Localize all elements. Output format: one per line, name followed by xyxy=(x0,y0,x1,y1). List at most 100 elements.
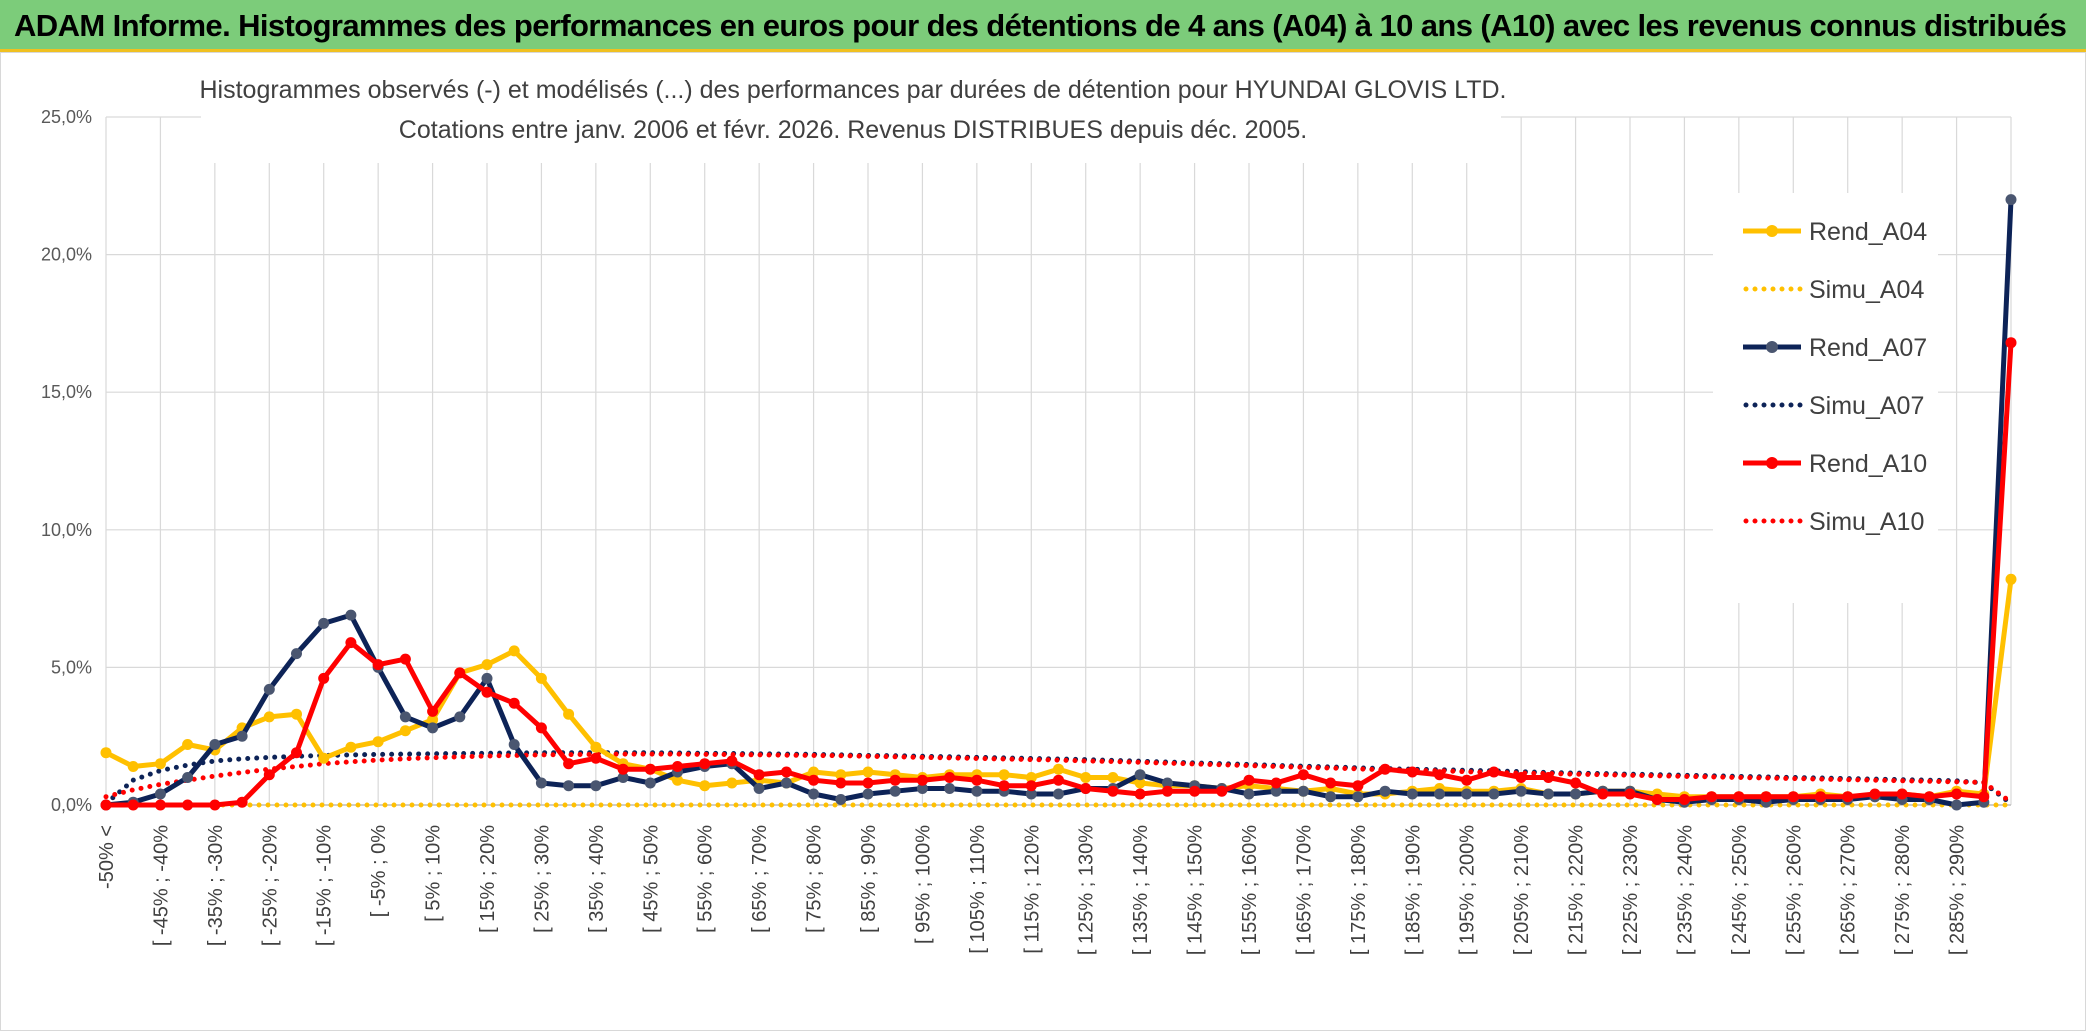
data-point-rend-a10 xyxy=(1080,783,1092,794)
data-point-rend-a04 xyxy=(726,777,738,789)
data-point-rend-a10 xyxy=(1515,772,1527,783)
data-point-rend-a04 xyxy=(127,761,139,772)
data-point-rend-a10 xyxy=(998,780,1010,792)
data-point-rend-a10 xyxy=(1107,785,1119,797)
data-point-rend-a10 xyxy=(100,799,112,811)
data-point-rend-a10 xyxy=(1161,785,1173,797)
data-point-rend-a07 xyxy=(1406,788,1418,800)
legend-label: Rend_A04 xyxy=(1809,218,1927,246)
x-tick-label: [ 15% ; 20% xyxy=(477,825,499,933)
data-point-rend-a04 xyxy=(1134,777,1146,789)
data-point-rend-a07 xyxy=(1488,788,1500,800)
legend-label: Simu_A04 xyxy=(1809,276,1924,304)
x-tick-label: [ -25% ; -20% xyxy=(259,825,281,946)
data-point-rend-a07 xyxy=(2005,194,2017,206)
data-point-rend-a10 xyxy=(154,799,166,811)
data-point-rend-a10 xyxy=(263,769,275,781)
header-bar: ADAM Informe. Histogrammes des performan… xyxy=(0,0,2086,52)
data-point-rend-a04 xyxy=(2005,573,2017,585)
data-point-rend-a04 xyxy=(481,659,493,671)
data-point-rend-a10 xyxy=(1678,794,1690,805)
data-point-rend-a10 xyxy=(1025,780,1037,792)
data-point-rend-a10 xyxy=(1597,788,1609,800)
legend-marker xyxy=(1766,341,1778,353)
data-point-rend-a10 xyxy=(1270,777,1282,789)
data-point-rend-a07 xyxy=(1352,791,1364,803)
y-tick-label: 15,0% xyxy=(41,382,92,402)
y-tick-label: 25,0% xyxy=(41,107,92,127)
data-point-rend-a10 xyxy=(644,763,656,775)
x-tick-label: [ 195% ; 200% xyxy=(1457,825,1479,955)
x-tick-label: [ 55% ; 60% xyxy=(695,825,717,933)
chart-subtitle: Cotations entre janv. 2006 et févr. 2026… xyxy=(399,116,1307,144)
data-point-rend-a10 xyxy=(1815,791,1826,803)
data-point-rend-a04 xyxy=(508,645,520,657)
data-point-rend-a10 xyxy=(753,769,765,781)
x-tick-label: [ 285% ; 290% xyxy=(1947,825,1969,955)
data-point-rend-a10 xyxy=(699,758,711,770)
data-point-rend-a10 xyxy=(726,755,738,767)
data-point-rend-a10 xyxy=(1842,791,1854,803)
data-point-rend-a04 xyxy=(291,708,302,720)
data-point-rend-a07 xyxy=(916,783,928,794)
data-point-rend-a10 xyxy=(1134,788,1146,800)
data-point-rend-a07 xyxy=(1570,788,1582,800)
data-point-rend-a04 xyxy=(427,714,439,726)
x-tick-label: [ 95% ; 100% xyxy=(912,825,934,944)
data-point-rend-a07 xyxy=(182,772,194,783)
data-point-rend-a10 xyxy=(291,747,302,759)
data-point-rend-a10 xyxy=(780,766,792,778)
data-point-rend-a07 xyxy=(1515,785,1527,797)
data-point-rend-a04 xyxy=(590,741,602,753)
x-tick-label: [ -45% ; -40% xyxy=(150,825,172,946)
data-point-rend-a10 xyxy=(1896,788,1908,800)
data-point-rend-a10 xyxy=(427,705,439,717)
data-point-rend-a10 xyxy=(971,774,983,786)
x-tick-label: [ 25% ; 30% xyxy=(531,825,553,933)
data-point-rend-a10 xyxy=(1733,791,1745,803)
data-point-rend-a10 xyxy=(318,672,330,684)
x-tick-label: [ 115% ; 120% xyxy=(1021,825,1043,954)
data-point-rend-a10 xyxy=(2005,337,2017,349)
x-tick-label: [ 245% ; 250% xyxy=(1729,825,1751,955)
data-point-rend-a10 xyxy=(481,686,493,698)
data-point-rend-a10 xyxy=(808,774,820,786)
x-tick-label: [ 215% ; 220% xyxy=(1566,825,1588,955)
data-point-rend-a07 xyxy=(318,617,330,629)
data-point-rend-a10 xyxy=(1189,785,1201,797)
data-point-rend-a10 xyxy=(672,761,683,772)
chart-title: Histogrammes observés (-) et modélisés (… xyxy=(200,76,1507,104)
data-point-rend-a10 xyxy=(1216,785,1228,797)
x-tick-label: [ 175% ; 180% xyxy=(1348,825,1370,955)
data-point-rend-a07 xyxy=(399,711,411,723)
legend-background xyxy=(1713,193,1938,603)
data-point-rend-a10 xyxy=(1787,791,1799,803)
data-point-rend-a07 xyxy=(862,788,874,800)
data-point-rend-a04 xyxy=(699,780,711,792)
data-point-rend-a07 xyxy=(209,739,221,750)
data-point-rend-a07 xyxy=(1379,785,1391,797)
data-point-rend-a10 xyxy=(535,722,547,734)
x-tick-label: [ -15% ; -10% xyxy=(314,825,336,946)
data-point-rend-a07 xyxy=(345,609,357,621)
data-point-rend-a10 xyxy=(1760,791,1772,803)
x-axis-ticks: -50% < [ -45% ; -40% [ -35% ; -30% [ -25% ;… xyxy=(96,825,1969,955)
data-point-rend-a07 xyxy=(1270,785,1282,797)
data-point-rend-a04 xyxy=(535,672,547,684)
x-tick-label: [ -35% ; -30% xyxy=(205,825,227,946)
data-point-rend-a07 xyxy=(644,777,656,789)
data-point-rend-a04 xyxy=(263,711,275,723)
data-point-rend-a04 xyxy=(1025,772,1037,783)
data-point-rend-a07 xyxy=(1325,791,1337,803)
data-point-rend-a07 xyxy=(808,788,820,800)
x-tick-label: [ 145% ; 150% xyxy=(1185,825,1207,955)
data-point-rend-a04 xyxy=(318,752,330,764)
data-point-rend-a10 xyxy=(1352,780,1364,792)
y-axis-ticks: 0,0% 5,0% 10,0% 15,0% 20,0% 25,0% xyxy=(41,107,92,815)
data-point-rend-a04 xyxy=(372,736,384,748)
data-point-rend-a10 xyxy=(1297,769,1309,781)
data-point-rend-a10 xyxy=(1325,777,1337,789)
legend-label: Rend_A10 xyxy=(1809,450,1927,478)
x-tick-label: [ 225% ; 230% xyxy=(1620,825,1642,955)
x-tick-label: [ 275% ; 280% xyxy=(1892,825,1914,955)
